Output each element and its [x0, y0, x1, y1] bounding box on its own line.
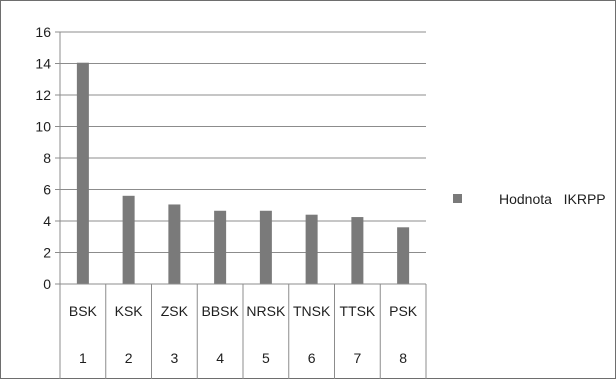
- bars: [76, 62, 410, 285]
- category-label: BBSK: [201, 303, 239, 319]
- category-number: 7: [353, 350, 361, 366]
- y-tick-label: 0: [43, 276, 51, 292]
- category-number: 2: [125, 350, 133, 366]
- category-label: BSK: [69, 303, 98, 319]
- bar: [214, 210, 227, 284]
- bar: [259, 210, 272, 284]
- bar: [122, 195, 135, 284]
- category-number: 5: [262, 350, 270, 366]
- category-number: 1: [79, 350, 87, 366]
- gridlines: [60, 31, 426, 253]
- category-label: NRSK: [246, 303, 286, 319]
- bar: [305, 214, 318, 284]
- y-tick-label: 8: [43, 150, 51, 166]
- x-axis-categories: BSK 1 KSK 2 ZSK 3 BBSK 4 NRSK 5 TNSK 6 TTSK 7 PSK 8: [69, 284, 427, 379]
- legend-label: Hodnota IKRPP: [499, 191, 606, 207]
- bar: [397, 227, 410, 284]
- y-tick-label: 16: [35, 24, 51, 40]
- y-axis-ticks: 0 2 4 6 8 10 12 14 16: [35, 24, 60, 292]
- legend: Hodnota IKRPP: [453, 191, 606, 207]
- y-tick-label: 12: [35, 87, 51, 103]
- category-number: 4: [216, 350, 224, 366]
- y-tick-label: 6: [43, 182, 51, 198]
- y-tick-label: 2: [43, 245, 51, 261]
- y-tick-label: 10: [35, 119, 51, 135]
- category-label: ZSK: [161, 303, 189, 319]
- category-number: 6: [308, 350, 316, 366]
- bar: [351, 217, 364, 284]
- category-label: TTSK: [339, 303, 375, 319]
- category-label: KSK: [115, 303, 144, 319]
- y-tick-label: 4: [43, 213, 51, 229]
- category-label: TNSK: [293, 303, 331, 319]
- legend-swatch: [453, 194, 462, 203]
- category-label: PSK: [389, 303, 418, 319]
- category-number: 8: [399, 350, 407, 366]
- y-tick-label: 14: [35, 56, 51, 72]
- bar: [168, 204, 181, 284]
- category-number: 3: [170, 350, 178, 366]
- bar: [76, 62, 89, 285]
